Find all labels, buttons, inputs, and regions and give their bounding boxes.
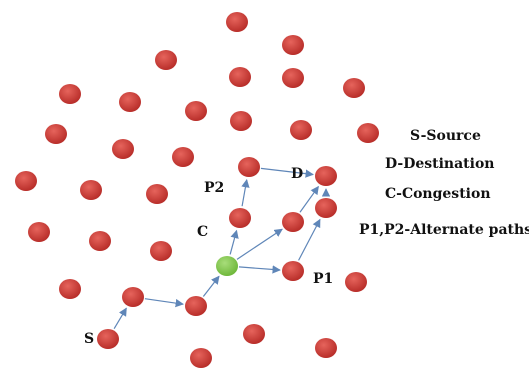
legend-source: S-Source [410,128,481,144]
network-node [89,231,111,251]
network-node [226,12,248,32]
network-node [190,348,212,368]
path-arrow [229,229,239,255]
path-arrow [238,265,281,274]
network-node [282,212,304,232]
network-node [185,101,207,121]
path-arrow [113,307,127,329]
path2-label: P2 [204,180,224,196]
network-node [97,329,119,349]
network-node [290,120,312,140]
network-node [80,180,102,200]
path-arrow [144,298,184,308]
network-node [243,324,265,344]
path-arrow [299,185,319,213]
network-node [45,124,67,144]
destination-label: D [291,166,303,182]
path-arrow [298,218,321,261]
network-node [59,84,81,104]
legend-destination: D-Destination [385,156,494,172]
network-node [357,123,379,143]
legend-congestion: C-Congestion [385,186,491,202]
path-arrow [202,275,220,297]
path-arrow [260,167,314,178]
network-node [315,198,337,218]
path-arrows [113,167,331,329]
congestion-node [216,256,238,276]
network-node [229,67,251,87]
network-node [315,166,337,186]
network-node [112,139,134,159]
congestion-label: C [197,224,208,240]
network-node [59,279,81,299]
network-node [315,338,337,358]
path-arrow [241,178,250,207]
network-node [172,147,194,167]
network-node [185,296,207,316]
network-node [28,222,50,242]
network-node [155,50,177,70]
network-node [122,287,144,307]
network-node [343,78,365,98]
network-node [238,157,260,177]
network-node [229,208,251,228]
network-node [15,171,37,191]
network-node [282,35,304,55]
path-arrow [236,228,283,260]
network-node [150,241,172,261]
network-node [230,111,252,131]
network-node [146,184,168,204]
path1-label: P1 [313,271,333,287]
network-node [345,272,367,292]
network-node [119,92,141,112]
legend-alternate-paths: P1,P2-Alternate paths [359,222,529,238]
legend: S-Source D-Destination C-Congestion P1,P… [359,128,529,238]
network-node [282,261,304,281]
source-label: S [84,331,94,347]
network-node [282,68,304,88]
network-nodes [15,12,379,368]
